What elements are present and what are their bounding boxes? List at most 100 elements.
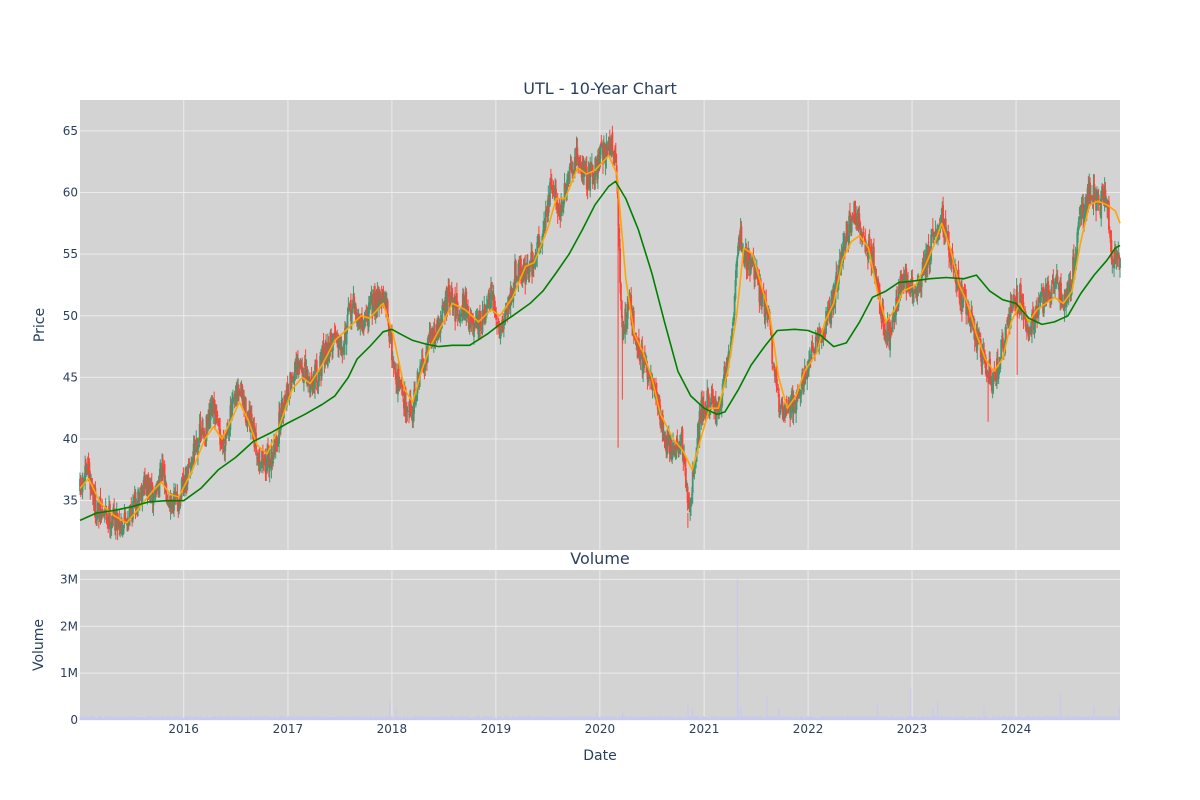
volume-bar	[833, 718, 835, 720]
volume-bar	[718, 716, 719, 720]
candle-body	[638, 349, 641, 362]
volume-bar	[741, 718, 743, 720]
volume-bar	[853, 717, 855, 720]
volume-bar	[359, 717, 361, 720]
volume-bar	[995, 718, 997, 720]
volume-bar	[642, 716, 643, 720]
volume-bar	[1061, 717, 1063, 720]
candle-body	[286, 383, 289, 394]
volume-bar	[1022, 717, 1023, 720]
volume-bar	[104, 717, 106, 720]
volume-bar	[887, 718, 889, 720]
volume-bar	[861, 716, 863, 720]
volume-bar	[147, 717, 148, 720]
volume-bar	[657, 718, 659, 720]
candle-body	[320, 348, 323, 377]
volume-bar	[372, 716, 374, 720]
volume-bar	[672, 717, 674, 720]
candle-body	[712, 395, 715, 408]
candle-body	[568, 166, 571, 183]
volume-bar	[483, 717, 485, 720]
volume-bar	[603, 717, 605, 720]
volume-bar	[242, 715, 243, 720]
volume-bar	[221, 719, 223, 720]
volume-bar	[988, 718, 990, 720]
volume-bar	[437, 716, 438, 720]
volume-bar	[749, 719, 750, 720]
volume-bar	[592, 716, 594, 720]
candle-body	[179, 495, 181, 509]
volume-bar	[885, 716, 886, 720]
candle-body	[398, 386, 401, 388]
volume-bar	[739, 716, 741, 720]
volume-bar	[340, 716, 342, 720]
volume-bar	[828, 717, 829, 720]
candle-body	[395, 372, 398, 385]
volume-bar	[980, 716, 982, 720]
volume-bar	[452, 716, 454, 720]
candle-body	[591, 164, 594, 185]
candle-body	[1075, 255, 1078, 261]
volume-bar	[623, 717, 625, 720]
candle-body	[914, 289, 916, 292]
volume-bar	[864, 716, 866, 720]
volume-bar	[962, 716, 964, 720]
volume-bar	[693, 717, 695, 720]
volume-bar	[450, 718, 451, 720]
volume-bar	[878, 715, 880, 720]
candle-body	[781, 401, 784, 409]
volume-bar	[551, 718, 553, 720]
volume-bar	[888, 718, 889, 720]
volume-bar	[165, 718, 166, 720]
volume-bar	[723, 717, 725, 720]
volume-bar	[960, 715, 961, 720]
candle-body	[488, 293, 491, 306]
volume-bar	[181, 717, 183, 720]
volume-bar	[526, 717, 528, 720]
volume-bar	[988, 718, 989, 720]
volume-bar	[820, 716, 822, 720]
volume-bar	[226, 718, 228, 720]
volume-bar	[128, 717, 130, 720]
volume-bar	[571, 717, 573, 720]
volume-bar	[1041, 718, 1042, 720]
candle-body	[1110, 240, 1113, 260]
volume-bar	[779, 718, 780, 720]
volume-bar	[809, 716, 810, 720]
volume-bar	[210, 718, 212, 720]
candle-body	[275, 436, 278, 447]
volume-bar	[607, 717, 609, 720]
volume-bar	[803, 718, 804, 720]
volume-bar	[151, 718, 153, 720]
volume-bar	[632, 717, 634, 720]
volume-bar	[846, 716, 848, 720]
volume-bar	[546, 717, 547, 720]
volume-bar	[444, 718, 446, 720]
volume-bar	[868, 717, 869, 720]
volume-bar	[292, 716, 293, 720]
volume-bar	[914, 718, 916, 720]
volume-bar	[197, 719, 199, 720]
volume-bar	[308, 716, 310, 720]
volume-bar	[1024, 717, 1026, 720]
volume-bar	[100, 715, 101, 720]
volume-bar	[579, 717, 581, 720]
candle-body	[907, 280, 909, 290]
volume-bar	[485, 718, 486, 720]
candle-body	[544, 209, 547, 228]
volume-bar	[312, 718, 314, 720]
candle-body	[709, 402, 712, 410]
volume-bar	[912, 718, 914, 720]
volume-bar	[126, 717, 128, 720]
candle-body	[570, 164, 573, 171]
candle-body	[267, 447, 269, 450]
volume-bar	[135, 716, 136, 720]
volume-bar	[622, 718, 624, 720]
candle-body	[878, 287, 880, 290]
volume-bar	[1004, 717, 1006, 720]
volume-bar	[336, 718, 337, 720]
candle-body	[469, 317, 472, 326]
volume-bar	[713, 716, 715, 720]
volume-bar	[801, 718, 803, 720]
volume-bar	[274, 718, 276, 720]
